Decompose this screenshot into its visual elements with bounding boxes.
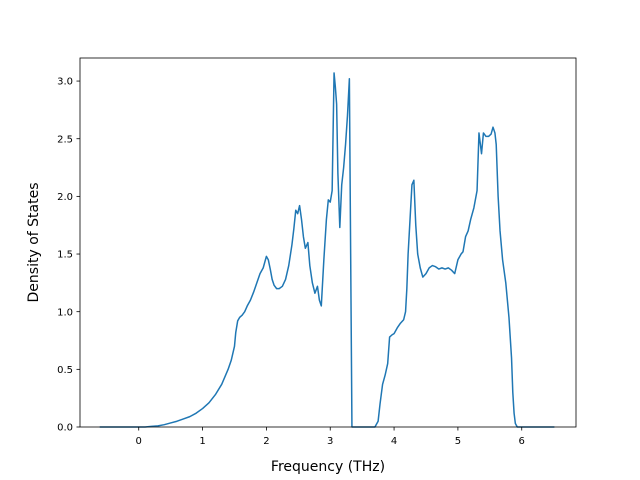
- dos-series-line: [99, 72, 555, 428]
- y-tick-label: 1.0: [57, 307, 73, 318]
- x-tick-label: 6: [519, 436, 525, 447]
- x-tick-label: 0: [136, 436, 142, 447]
- y-tick-label: 1.5: [57, 250, 73, 261]
- x-tick-label: 1: [199, 436, 205, 447]
- axes-frame: [79, 57, 577, 428]
- y-tick-label: 0.5: [57, 365, 73, 376]
- x-tick-label: 2: [263, 436, 269, 447]
- x-tick-label: 4: [391, 436, 397, 447]
- x-axis-label: Frequency (THz): [271, 459, 385, 475]
- x-tick-label: 3: [327, 436, 333, 447]
- x-tick-label: 5: [455, 436, 461, 447]
- y-axis-label: Density of States: [26, 183, 42, 303]
- plot-area: [99, 72, 555, 428]
- y-axis-ticks: 0.0 0.5 1.0 1.5 2.0 2.5 3.0: [57, 77, 80, 434]
- y-tick-label: 0.0: [57, 423, 73, 434]
- x-axis-ticks: 0 1 2 3 4 5 6: [136, 427, 525, 447]
- y-tick-label: 2.0: [57, 192, 73, 203]
- y-tick-label: 3.0: [57, 77, 73, 88]
- y-tick-label: 2.5: [57, 134, 73, 145]
